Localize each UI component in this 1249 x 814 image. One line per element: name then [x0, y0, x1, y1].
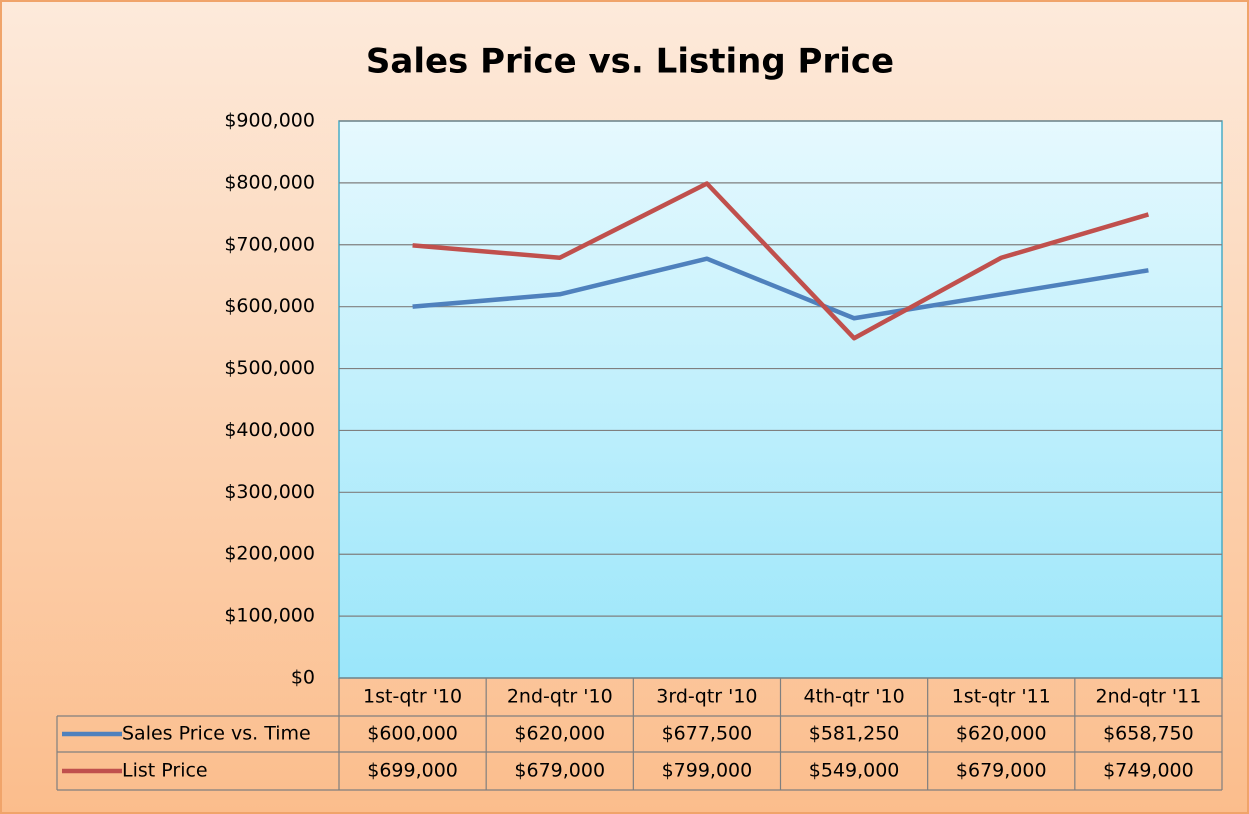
data-label: $620,000 [956, 723, 1047, 745]
data-label: $677,500 [662, 723, 753, 745]
data-label: $658,750 [1103, 723, 1194, 745]
y-tick-label: $300,000 [224, 481, 315, 503]
data-label: $600,000 [367, 723, 458, 745]
plot-area [338, 120, 1223, 679]
x-tick-label: 1st-qtr '10 [363, 686, 462, 708]
data-label: $581,250 [809, 723, 900, 745]
y-tick-label: $100,000 [224, 605, 315, 627]
data-label: $799,000 [662, 760, 753, 782]
data-label: $679,000 [956, 760, 1047, 782]
legend-label: Sales Price vs. Time [122, 723, 311, 745]
legend-label: List Price [122, 760, 208, 782]
y-tick-label: $200,000 [224, 543, 315, 565]
x-tick-label: 2nd-qtr '11 [1096, 686, 1202, 708]
data-label: $749,000 [1103, 760, 1194, 782]
series-line [412, 256, 1149, 321]
y-tick-label: $900,000 [224, 110, 315, 132]
y-tick-label: $700,000 [224, 233, 315, 255]
x-tick-label: 3rd-qtr '10 [656, 686, 757, 708]
y-tick-label: $500,000 [224, 357, 315, 379]
x-tick-label: 2nd-qtr '10 [507, 686, 613, 708]
y-tick-label: $600,000 [224, 295, 315, 317]
data-label: $620,000 [514, 723, 605, 745]
series-line [412, 181, 1150, 341]
y-tick-label: $800,000 [224, 171, 315, 193]
data-label: $699,000 [367, 760, 458, 782]
x-tick-label: 4th-qtr '10 [803, 686, 904, 708]
data-label: $549,000 [809, 760, 900, 782]
y-tick-label: $0 [291, 667, 315, 689]
data-label: $679,000 [514, 760, 605, 782]
x-tick-label: 1st-qtr '11 [952, 686, 1051, 708]
chart-title: Sales Price vs. Listing Price [366, 42, 894, 82]
y-tick-label: $400,000 [224, 419, 315, 441]
